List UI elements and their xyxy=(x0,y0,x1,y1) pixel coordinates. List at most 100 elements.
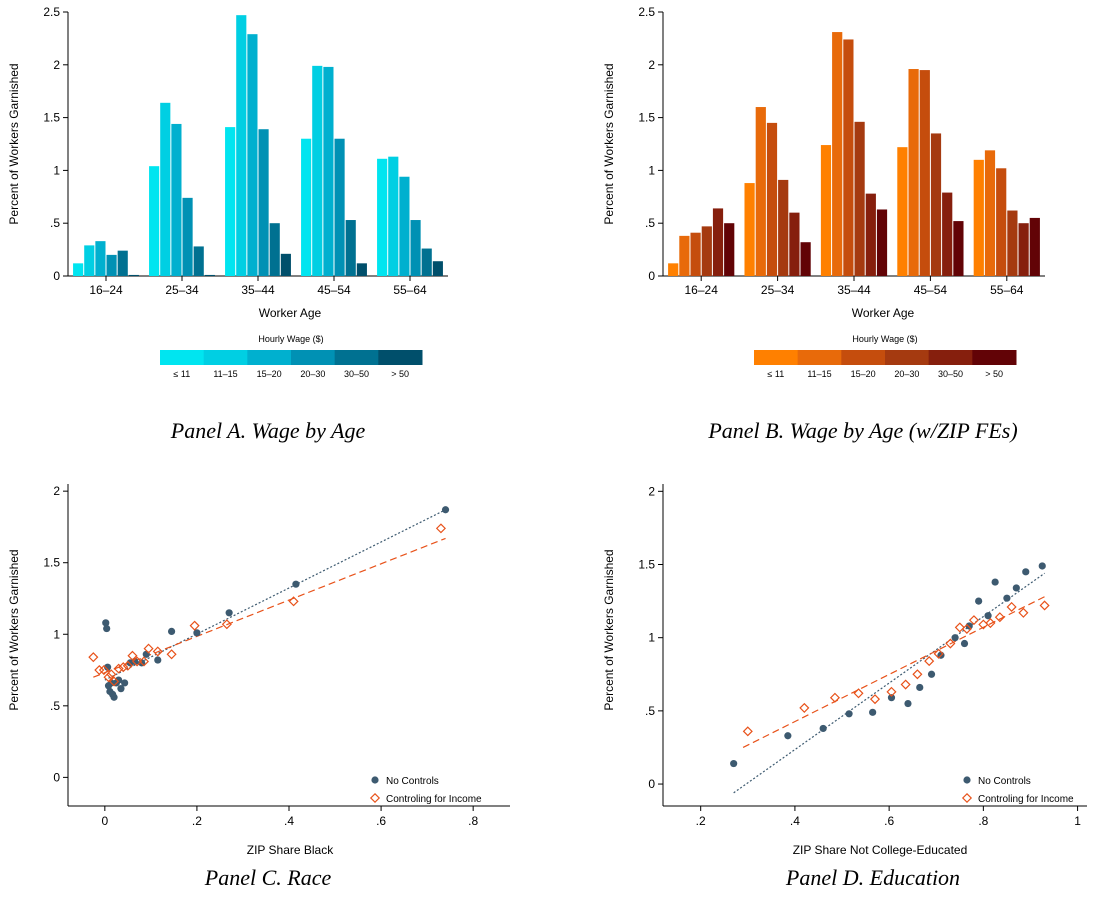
bar xyxy=(919,70,930,276)
bar xyxy=(95,241,106,276)
bar xyxy=(73,263,84,276)
data-point xyxy=(933,648,944,659)
bar xyxy=(1018,223,1029,276)
data-point xyxy=(118,662,129,673)
data-point xyxy=(94,664,105,676)
data-point xyxy=(1003,594,1011,602)
bar xyxy=(236,15,247,277)
bar xyxy=(789,212,800,276)
legend-label: 20–30 xyxy=(300,369,325,379)
data-point xyxy=(869,694,881,705)
data-point xyxy=(152,646,163,657)
bar xyxy=(712,208,724,276)
bar xyxy=(421,248,432,276)
legend-label: ≤ 11 xyxy=(767,369,784,379)
bar xyxy=(312,65,323,276)
bar xyxy=(701,226,712,276)
data-point xyxy=(103,624,111,633)
bar xyxy=(388,156,399,276)
data-point xyxy=(288,596,299,607)
data-point xyxy=(912,669,923,680)
x-tick-label: .2 xyxy=(696,814,706,828)
y-axis-label: Percent of Workers Garnished xyxy=(7,63,21,224)
bar xyxy=(865,193,876,276)
x-axis-label: ZIP Share Black xyxy=(247,843,334,857)
bar xyxy=(984,150,996,276)
data-point xyxy=(916,683,924,692)
bar xyxy=(149,166,160,276)
data-point xyxy=(954,622,965,633)
y-tick-label: 1.5 xyxy=(43,111,60,125)
legend-marker xyxy=(371,776,379,784)
bar xyxy=(679,235,690,276)
legend-title: Hourly Wage ($) xyxy=(258,334,323,344)
x-tick-label: .8 xyxy=(468,814,478,828)
x-tick-label: 55–64 xyxy=(393,283,427,297)
panel-caption: Panel B. Wage by Age (w/ZIP FEs) xyxy=(707,418,1017,443)
legend-label: 11–15 xyxy=(807,369,831,379)
y-tick-label: 1 xyxy=(648,163,655,177)
y-tick-label: 2.5 xyxy=(638,5,655,19)
bar xyxy=(908,69,919,276)
x-tick-label: 35–44 xyxy=(837,283,871,297)
bar xyxy=(160,102,171,276)
bar xyxy=(744,183,755,276)
data-point xyxy=(1012,584,1020,592)
data-point xyxy=(102,619,110,627)
legend-title: Hourly Wage ($) xyxy=(852,334,917,344)
legend-swatch xyxy=(885,350,930,365)
data-point xyxy=(166,649,177,660)
data-point xyxy=(965,622,973,630)
legend-label: 15–20 xyxy=(257,369,282,379)
data-point xyxy=(435,523,446,534)
bar xyxy=(800,242,811,276)
x-tick-label: 35–44 xyxy=(241,283,275,297)
x-tick-label: 25–34 xyxy=(761,283,795,297)
legend-marker xyxy=(369,792,381,804)
x-tick-label: 16–24 xyxy=(89,283,123,297)
data-point xyxy=(103,672,114,683)
legend-swatch xyxy=(928,350,973,365)
bar xyxy=(996,168,1007,276)
legend-label: Controling for Income xyxy=(978,794,1074,805)
y-tick-label: 2.5 xyxy=(43,5,60,19)
bar xyxy=(377,158,388,276)
x-axis-label: Worker Age xyxy=(259,306,322,320)
x-tick-label: 25–34 xyxy=(165,283,199,297)
bar xyxy=(930,133,942,276)
data-point xyxy=(900,679,911,690)
y-tick-label: 0 xyxy=(53,269,60,283)
bar xyxy=(84,245,95,276)
bar xyxy=(323,66,334,276)
legend-label: 15–20 xyxy=(851,369,876,379)
data-point xyxy=(927,670,936,678)
data-point xyxy=(819,724,827,733)
legend-swatch xyxy=(797,350,842,365)
panel-caption: Panel A. Wage by Age xyxy=(170,418,366,443)
y-axis-label: Percent of Workers Garnished xyxy=(602,63,616,224)
legend-label: ≤ 11 xyxy=(173,369,190,379)
legend-label: 11–15 xyxy=(213,369,237,379)
legend-swatch xyxy=(160,350,205,365)
data-point xyxy=(127,650,138,661)
y-axis-label: Percent of Workers Garnished xyxy=(602,549,616,710)
data-point xyxy=(730,759,738,768)
y-tick-label: 1.5 xyxy=(43,556,60,570)
y-tick-label: 2 xyxy=(53,484,60,498)
legend-swatch xyxy=(334,350,379,365)
bar xyxy=(820,145,832,276)
data-point xyxy=(904,699,912,708)
y-tick-label: 2 xyxy=(648,58,655,72)
panel-caption: Panel C. Race xyxy=(204,865,332,890)
fit-line xyxy=(733,572,1045,794)
legend-label: No Controls xyxy=(386,776,439,787)
bar xyxy=(204,274,215,276)
x-tick-label: .4 xyxy=(790,814,800,828)
x-tick-label: .8 xyxy=(978,814,988,828)
bar xyxy=(973,159,984,276)
bar xyxy=(280,253,291,276)
bar xyxy=(755,107,766,276)
data-point xyxy=(869,708,877,716)
legend-label: > 50 xyxy=(391,369,409,379)
y-tick-label: .5 xyxy=(50,699,60,713)
